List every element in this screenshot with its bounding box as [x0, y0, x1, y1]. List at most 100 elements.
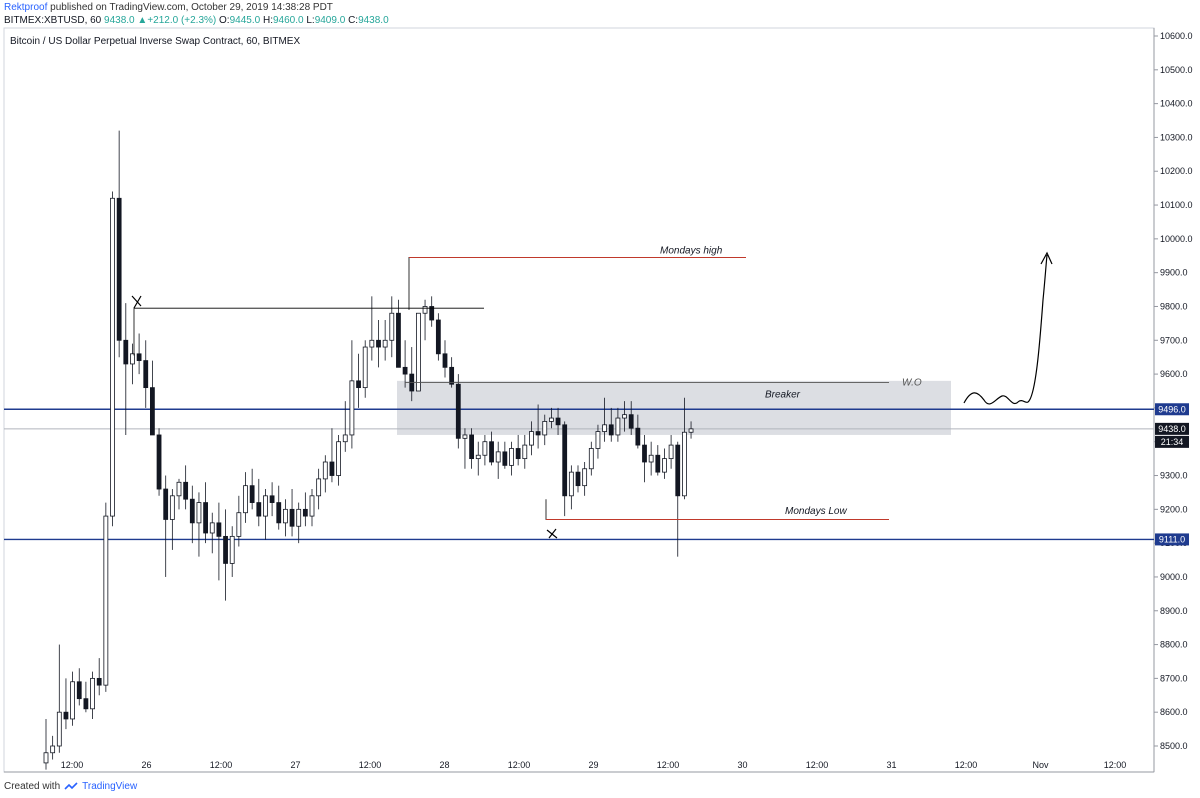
candle [249, 468, 255, 510]
candle-body-down [575, 471, 581, 487]
x-tick-label: 12:00 [61, 760, 84, 770]
candle [608, 407, 614, 442]
tradingview-brand[interactable]: TradingView [82, 781, 138, 792]
candle-body-down [83, 698, 89, 710]
candle [43, 718, 49, 770]
candle [602, 397, 607, 442]
candle-body-down [642, 444, 647, 463]
last-price: 9438.0 [104, 15, 135, 26]
low-label: L: [306, 15, 315, 26]
candle [342, 401, 348, 452]
candle [435, 313, 441, 361]
candle-body-up [342, 434, 348, 443]
candle [455, 374, 461, 449]
candle-body-down [216, 522, 222, 537]
price-label-text: 9111.0 [1159, 534, 1185, 544]
candle-body-down [455, 383, 461, 439]
candle-body-up [316, 478, 322, 497]
mondays-low-label: Mondays Low [785, 506, 847, 517]
candle-body-down [63, 711, 69, 720]
created-with-text: Created with [4, 781, 61, 792]
candle-body-down [183, 481, 189, 500]
candle [682, 397, 687, 500]
candle [635, 414, 641, 449]
candle-body-up [582, 468, 588, 487]
candle [282, 499, 288, 537]
arrow-up-icon [1040, 251, 1053, 265]
candle-body-up [110, 197, 115, 517]
candle [389, 296, 395, 358]
candle-body-down [156, 434, 162, 490]
x-tick-label: 12:00 [806, 760, 829, 770]
candle [83, 681, 89, 713]
candle-body-down [356, 380, 361, 389]
swing-high-line [133, 307, 484, 356]
y-tick-label: 9900.0 [1160, 268, 1188, 278]
symbol-info: BITMEX:XBTUSD, 60 9438.0 ▲+212.0 (+2.3%)… [4, 15, 389, 26]
price-label-text: 9496.0 [1158, 404, 1186, 414]
candle [595, 424, 601, 459]
candle [615, 407, 621, 442]
chart-header: Rektproof published on TradingView.com, … [0, 0, 1200, 30]
candle-body-up [349, 380, 355, 436]
candle [309, 489, 315, 527]
candle [143, 340, 149, 408]
candle [149, 360, 155, 436]
candle-body-down [402, 366, 408, 375]
candle [336, 434, 342, 486]
candle-body-up [688, 428, 694, 433]
candle [622, 401, 627, 432]
candle-body-up [90, 677, 95, 710]
candle-body-up [209, 522, 215, 534]
candle [110, 191, 115, 527]
candle-body-down [449, 366, 455, 385]
candle-body-up [542, 421, 548, 436]
candle [349, 340, 355, 449]
x-tick-label: 26 [141, 760, 151, 770]
candle [522, 434, 528, 469]
candle-body-up [622, 414, 627, 419]
high-value: 9460.0 [272, 15, 304, 26]
candle [243, 472, 248, 523]
candle [495, 441, 501, 479]
x-tick-label: 27 [290, 760, 300, 770]
publish-info: Rektproof published on TradingView.com, … [4, 2, 333, 13]
candle [329, 428, 335, 483]
candle [256, 478, 262, 527]
author-link[interactable]: Rektproof [4, 2, 48, 13]
wo-label: W.O [902, 378, 922, 389]
candle [575, 465, 581, 493]
candle-body-down [555, 417, 561, 426]
candle-body-up [415, 312, 421, 392]
candle [322, 455, 328, 493]
y-tick-label: 10000.0 [1160, 234, 1193, 244]
y-tick-label: 10600.0 [1160, 31, 1193, 41]
candle-body-up [130, 353, 135, 365]
candle-body-down [249, 485, 255, 503]
candle-body-up [369, 339, 375, 348]
candle [415, 312, 421, 392]
candle [642, 434, 647, 483]
x-tick-label: 28 [439, 760, 449, 770]
candle-body-up [243, 485, 248, 514]
candle [103, 502, 109, 692]
candle [203, 482, 209, 544]
candle-body-up [482, 441, 488, 456]
x-tick-label: 29 [588, 760, 598, 770]
projection-path [963, 254, 1048, 405]
candle [189, 485, 195, 544]
candle [90, 671, 95, 719]
candle [469, 428, 475, 469]
candle [502, 441, 508, 469]
candle [688, 421, 694, 439]
close-value: 9438.0 [358, 15, 389, 26]
candle [276, 485, 282, 530]
mondays-high-bracket [408, 257, 746, 310]
x-mark-low [546, 528, 558, 539]
candle-body-down [302, 508, 308, 517]
x-tick-label: 12:00 [657, 760, 680, 770]
candle [568, 465, 574, 510]
candle [269, 482, 275, 517]
candle [675, 441, 681, 557]
